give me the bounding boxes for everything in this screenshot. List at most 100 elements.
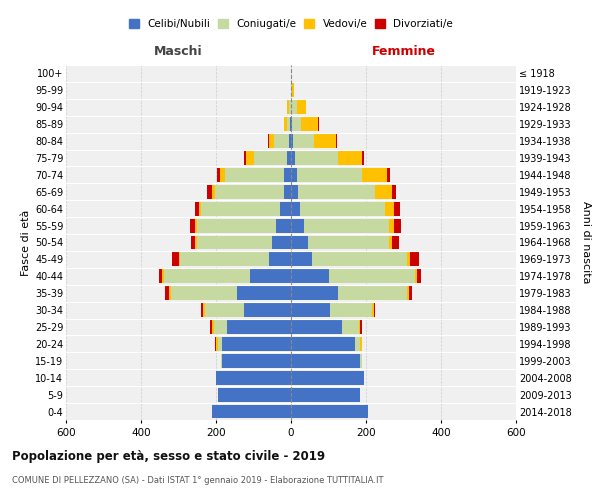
Bar [280,202,291,215]
Bar [212,185,215,198]
Bar [291,236,308,250]
Bar [287,100,289,114]
Bar [416,270,421,283]
Bar [289,134,291,148]
Bar [296,100,306,114]
Bar [269,134,274,148]
Bar [389,236,392,250]
Bar [331,303,371,317]
Bar [291,286,338,300]
Bar [291,337,355,351]
Text: Femmine: Femmine [371,45,436,58]
Bar [318,117,319,131]
Bar [362,151,364,165]
Bar [341,320,359,334]
Bar [171,286,236,300]
Bar [291,252,311,266]
Bar [295,151,338,165]
Bar [291,303,331,317]
Bar [308,236,389,250]
Bar [292,117,301,131]
Bar [196,218,197,232]
Bar [218,337,221,351]
Bar [287,151,291,165]
Bar [291,151,295,165]
Bar [291,218,304,232]
Bar [221,354,291,368]
Bar [158,270,161,283]
Bar [214,320,227,334]
Bar [374,185,392,198]
Bar [386,168,389,182]
Bar [181,252,269,266]
Bar [254,151,287,165]
Bar [298,185,374,198]
Bar [329,270,415,283]
Bar [272,236,291,250]
Bar [208,185,212,198]
Legend: Celibi/Nubili, Coniugati/e, Vedovi/e, Divorziati/e: Celibi/Nubili, Coniugati/e, Vedovi/e, Di… [127,17,455,31]
Bar [289,100,291,114]
Bar [407,252,410,266]
Text: Maschi: Maschi [154,45,203,58]
Bar [389,218,394,232]
Bar [291,168,296,182]
Bar [292,84,293,98]
Y-axis label: Fasce di età: Fasce di età [20,210,31,276]
Bar [221,337,291,351]
Bar [211,320,212,334]
Bar [392,185,396,198]
Bar [293,134,314,148]
Bar [362,168,386,182]
Bar [394,202,400,215]
Bar [338,286,407,300]
Bar [291,404,368,418]
Bar [407,286,409,300]
Bar [291,371,364,384]
Bar [197,218,276,232]
Bar [169,286,171,300]
Bar [410,252,419,266]
Bar [217,168,220,182]
Bar [226,168,284,182]
Y-axis label: Anni di nascita: Anni di nascita [581,201,591,284]
Bar [179,252,181,266]
Bar [311,252,407,266]
Bar [274,134,289,148]
Bar [355,337,361,351]
Bar [290,117,291,131]
Bar [218,388,291,402]
Bar [269,252,291,266]
Bar [392,236,399,250]
Bar [199,202,201,215]
Bar [197,236,272,250]
Bar [166,286,169,300]
Bar [385,202,394,215]
Bar [291,320,341,334]
Bar [287,117,290,131]
Bar [203,303,205,317]
Bar [291,100,296,114]
Bar [394,218,401,232]
Bar [268,134,269,148]
Bar [284,168,291,182]
Bar [215,337,216,351]
Bar [163,270,250,283]
Bar [250,270,291,283]
Bar [172,252,179,266]
Bar [291,388,361,402]
Bar [301,117,318,131]
Bar [201,303,203,317]
Bar [409,286,412,300]
Bar [196,202,199,215]
Bar [215,185,284,198]
Bar [191,236,196,250]
Bar [284,117,287,131]
Bar [190,218,196,232]
Bar [161,270,163,283]
Bar [301,202,385,215]
Bar [291,270,329,283]
Bar [216,337,218,351]
Bar [314,134,336,148]
Text: Popolazione per età, sesso e stato civile - 2019: Popolazione per età, sesso e stato civil… [12,450,325,463]
